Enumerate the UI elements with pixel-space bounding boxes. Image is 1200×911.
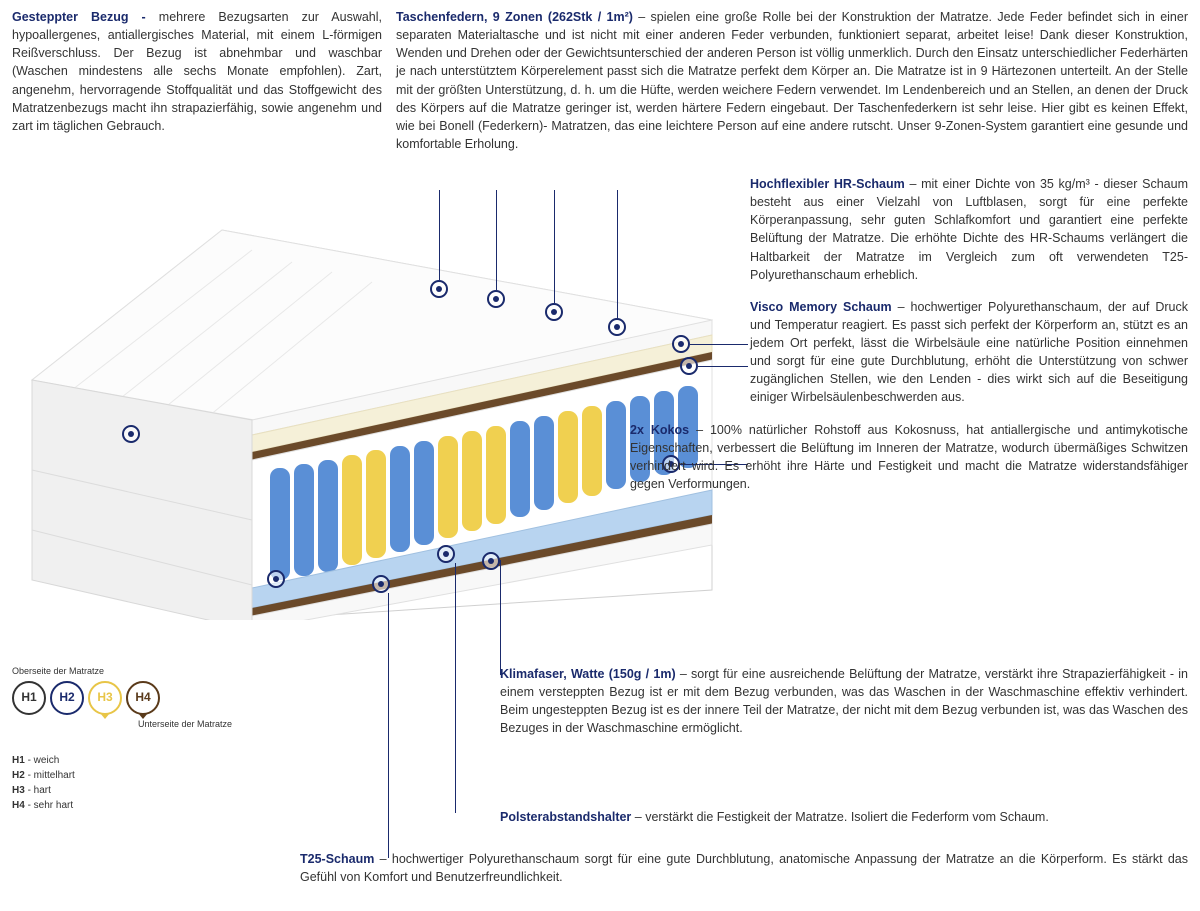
hardness-h3: H3 bbox=[88, 681, 122, 715]
hardness-key: H1 - weich H2 - mittelhart H3 - hart H4 … bbox=[12, 753, 232, 813]
lead-hr bbox=[690, 344, 748, 345]
hr-title: Hochflexibler HR-Schaum bbox=[750, 177, 905, 191]
hardness-h2: H2 bbox=[50, 681, 84, 715]
hr-body: – mit einer Dichte von 35 kg/m³ - dieser… bbox=[750, 177, 1188, 282]
lead-federn-c bbox=[554, 190, 555, 303]
section-federn: Taschenfedern, 9 Zonen (262Stk / 1m²) – … bbox=[396, 8, 1188, 153]
t25-title: T25-Schaum bbox=[300, 852, 374, 866]
bezug-body: mehrere Bezugsarten zur Auswahl, hypoall… bbox=[12, 10, 382, 133]
marker-federn-d bbox=[608, 318, 626, 336]
right-text-blocks: Hochflexibler HR-Schaum – mit einer Dich… bbox=[750, 175, 1188, 507]
lead-klima-v bbox=[500, 560, 501, 675]
section-bezug: Gesteppter Bezug - mehrere Bezugsarten z… bbox=[12, 8, 382, 153]
section-t25: T25-Schaum – hochwertiger Polyurethansch… bbox=[300, 850, 1188, 886]
hardness-bottom-label: Unterseite der Matratze bbox=[12, 718, 232, 731]
mattress-svg bbox=[12, 190, 742, 620]
lead-federn-d bbox=[617, 190, 618, 318]
marker-klima bbox=[482, 552, 500, 570]
lead-polster-v bbox=[455, 563, 456, 813]
federn-title: Taschenfedern, 9 Zonen (262Stk / 1m²) bbox=[396, 10, 633, 24]
hardness-top-label: Oberseite der Matratze bbox=[12, 665, 232, 678]
marker-t25 bbox=[372, 575, 390, 593]
section-hr: Hochflexibler HR-Schaum – mit einer Dich… bbox=[750, 175, 1188, 284]
klima-title: Klimafaser, Watte (150g / 1m) bbox=[500, 667, 676, 681]
marker-federn-a bbox=[430, 280, 448, 298]
top-text-row: Gesteppter Bezug - mehrere Bezugsarten z… bbox=[0, 0, 1200, 153]
federn-body: – spielen eine große Rolle bei der Konst… bbox=[396, 10, 1188, 151]
marker-side bbox=[267, 570, 285, 588]
hardness-h4: H4 bbox=[126, 681, 160, 715]
marker-bezug bbox=[122, 425, 140, 443]
lead-t25-v bbox=[388, 593, 389, 858]
lead-federn-a bbox=[439, 190, 440, 280]
marker-federn-b bbox=[487, 290, 505, 308]
section-kokos: 2x Kokos – 100% natürlicher Rohstoff aus… bbox=[630, 421, 1188, 494]
lead-federn-b bbox=[496, 190, 497, 290]
kokos-title: 2x Kokos bbox=[630, 423, 689, 437]
t25-body: – hochwertiger Polyurethanschaum sorgt f… bbox=[300, 852, 1188, 884]
polster-body: – verstärkt die Festigkeit der Matratze.… bbox=[635, 810, 1049, 824]
visco-title: Visco Memory Schaum bbox=[750, 300, 892, 314]
mattress-illustration bbox=[12, 190, 742, 620]
section-polster: Polsterabstandshalter – verstärkt die Fe… bbox=[500, 808, 1188, 836]
lead-visco bbox=[698, 366, 748, 367]
marker-polster bbox=[437, 545, 455, 563]
marker-hr bbox=[672, 335, 690, 353]
kokos-body: – 100% natürlicher Rohstoff aus Kokosnus… bbox=[630, 423, 1188, 491]
marker-visco bbox=[680, 357, 698, 375]
hardness-legend: Oberseite der Matratze H1 H2 H3 H4 Unter… bbox=[12, 665, 232, 813]
section-klima: Klimafaser, Watte (150g / 1m) – sorgt fü… bbox=[500, 665, 1188, 748]
marker-federn-c bbox=[545, 303, 563, 321]
bezug-title: Gesteppter Bezug - bbox=[12, 10, 146, 24]
hardness-circles: H1 H2 H3 H4 bbox=[12, 681, 232, 715]
hardness-h1: H1 bbox=[12, 681, 46, 715]
section-visco: Visco Memory Schaum – hochwertiger Polyu… bbox=[750, 298, 1188, 407]
visco-body: – hochwertiger Polyurethanschaum, der au… bbox=[750, 300, 1188, 405]
polster-title: Polsterabstandshalter bbox=[500, 810, 631, 824]
